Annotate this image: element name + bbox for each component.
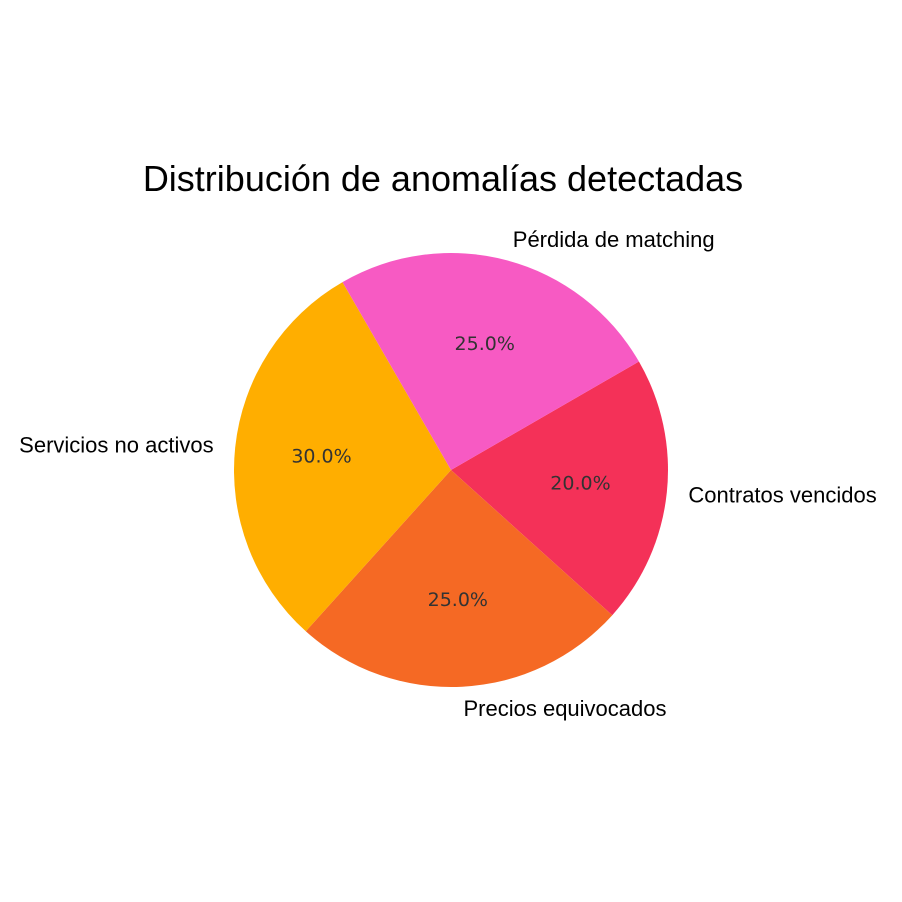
percent-label-servicios-no-activos: 30.0% <box>291 445 351 467</box>
category-label-perdida-de-matching: Pérdida de matching <box>513 227 715 252</box>
pie-slice-perdida-de-matching <box>342 253 639 470</box>
category-label-contratos-vencidos: Contratos vencidos <box>688 482 876 507</box>
percent-label-contratos-vencidos: 20.0% <box>550 473 610 495</box>
percent-label-perdida-de-matching: 25.0% <box>455 333 515 355</box>
pie-slice-precios-equivocados <box>305 470 613 688</box>
percent-labels: 20.0% 25.0% 30.0% 25.0% <box>291 333 610 611</box>
chart-title: Distribución de anomalías detectadas <box>142 158 744 199</box>
pie-slices <box>233 253 668 688</box>
pie-slice-servicios-no-activos <box>233 282 451 632</box>
category-labels: Contratos vencidos Precios equivocados Ser… <box>19 227 877 721</box>
percent-label-precios-equivocados: 25.0% <box>428 589 488 611</box>
category-label-precios-equivocados: Precios equivocados <box>463 696 666 721</box>
pie-slice-contratos-vencidos <box>451 361 668 616</box>
category-label-servicios-no-activos: Servicios no activos <box>19 433 213 458</box>
